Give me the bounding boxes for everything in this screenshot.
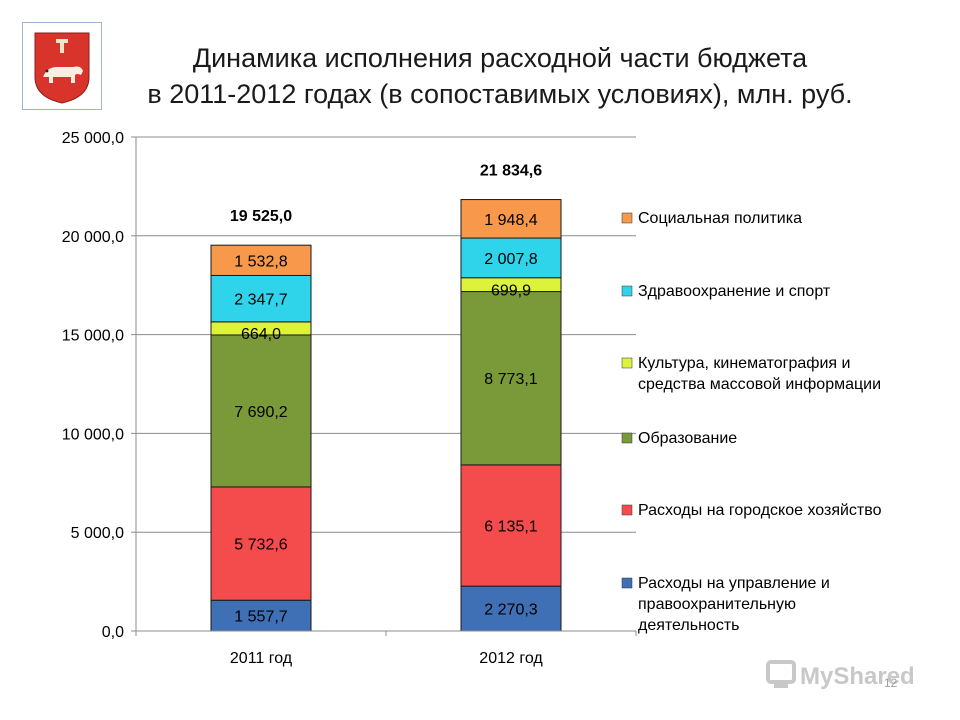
legend-swatch <box>621 212 633 224</box>
slide-title-line-1: Динамика исполнения расходной части бюдж… <box>192 43 808 73</box>
bar-segment <box>210 274 312 323</box>
data-label: 664,0 <box>241 326 281 343</box>
watermark-text: MyShared <box>800 663 915 690</box>
legend-label: правоохранительную <box>638 596 796 613</box>
bar-segment <box>460 291 562 466</box>
data-label: 2 347,7 <box>234 292 287 309</box>
bar-segment <box>210 334 312 488</box>
legend-label: Здравоохранение и спорт <box>638 283 831 300</box>
data-label: 1 948,4 <box>484 212 537 229</box>
slide-title: Динамика исполнения расходной части бюдж… <box>110 40 890 112</box>
data-label: 1 557,7 <box>234 609 287 626</box>
x-tick-label: 2012 год <box>479 650 543 667</box>
chart-legend: Социальная политика Здравоохранение и спо… <box>621 210 882 634</box>
data-label: 6 135,1 <box>484 519 537 536</box>
y-tick-label: 20 000,0 <box>62 229 124 246</box>
legend-label: Расходы на управление и <box>638 575 830 592</box>
city-coat-of-arms-logo <box>22 22 102 110</box>
legend-label: Культура, кинематография и <box>638 355 850 372</box>
legend-label: средства массовой информации <box>638 376 881 393</box>
data-label: 1 532,8 <box>234 253 287 270</box>
page-number: 12 <box>884 676 898 690</box>
legend-swatch <box>621 357 633 369</box>
chart-bars: 1 557,7 5 732,6 7 690,2 664,0 2 347,7 1 532,8… <box>210 163 562 632</box>
bar-segment <box>210 486 312 601</box>
total-label: 21 834,6 <box>480 163 542 180</box>
total-label: 19 525,0 <box>230 208 292 225</box>
myshared-logo-icon: MyShared <box>766 660 915 690</box>
legend-swatch <box>621 577 633 589</box>
data-label: 5 732,6 <box>234 537 287 554</box>
legend-label: деятельность <box>638 617 739 634</box>
legend-swatch <box>621 504 633 516</box>
y-tick-label: 10 000,0 <box>62 426 124 443</box>
watermark-logo: MyShared <box>766 656 936 696</box>
bar-segment <box>460 237 562 279</box>
data-label: 2 270,3 <box>484 602 537 619</box>
y-tick-label: 5 000,0 <box>71 525 124 542</box>
y-tick-label: 25 000,0 <box>62 130 124 147</box>
legend-label: Социальная политика <box>638 210 802 227</box>
bar-segment <box>460 585 562 632</box>
legend-swatch <box>621 432 633 444</box>
coat-of-arms-icon <box>34 32 90 104</box>
data-label: 8 773,1 <box>484 371 537 388</box>
slide-title-line-2: в 2011-2012 годах (в сопоставимых услови… <box>147 79 853 109</box>
legend-label: Расходы на городское хозяйство <box>638 502 882 519</box>
legend-label: Образование <box>638 430 737 447</box>
y-tick-label: 0,0 <box>102 624 124 641</box>
data-label: 2 007,8 <box>484 251 537 268</box>
bar-segment <box>210 244 312 276</box>
data-label: 7 690,2 <box>234 404 287 421</box>
y-tick-label: 15 000,0 <box>62 328 124 345</box>
bar-segment <box>460 199 562 239</box>
bar-segment <box>460 464 562 587</box>
bar-segment <box>210 599 312 632</box>
y-axis: 0,0 5 000,0 10 000,0 15 000,0 20 000,0 25 000… <box>62 130 137 641</box>
x-axis: 2011 год 2012 год <box>135 630 637 667</box>
data-label: 699,9 <box>491 283 531 300</box>
x-tick-label: 2011 год <box>230 650 293 667</box>
legend-swatch <box>621 285 633 297</box>
